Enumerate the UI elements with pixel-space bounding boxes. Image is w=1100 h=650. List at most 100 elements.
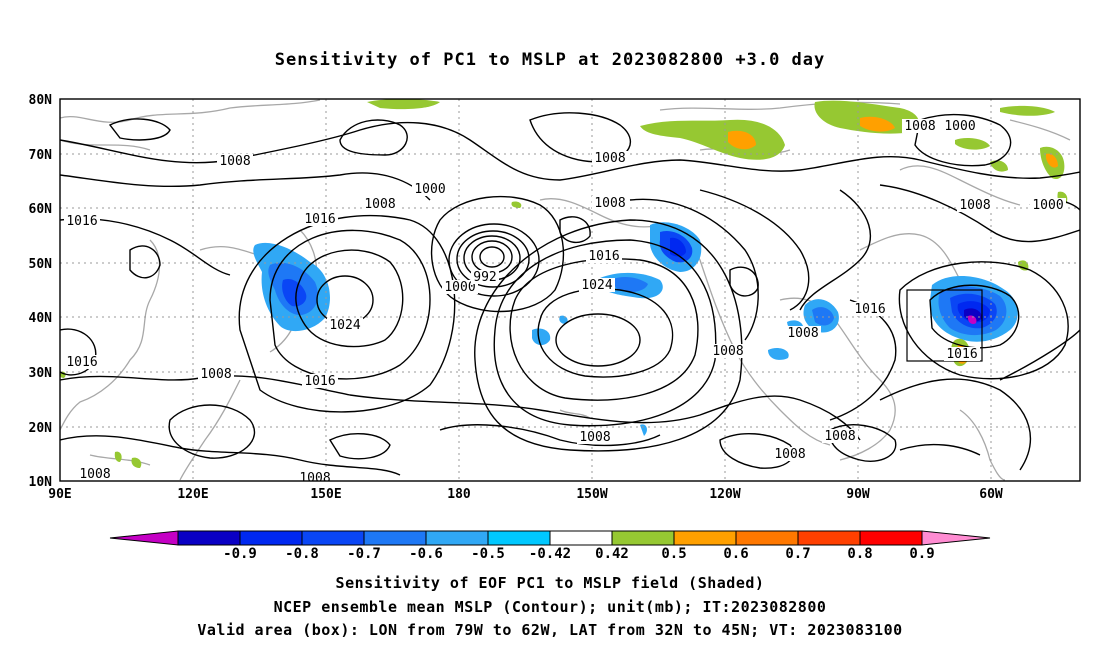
lat-tick-label: 20N (29, 421, 53, 436)
contour-label-bg (64, 355, 100, 369)
contour-label-bg (772, 447, 808, 461)
map-frame (59, 98, 1081, 482)
lon-tick-label: 120W (709, 487, 740, 502)
contour-label: 1008 (79, 467, 110, 482)
contour-label: 1008 (594, 196, 625, 211)
contour-label: 1016 (946, 347, 977, 362)
contour-label: 1008 (774, 447, 805, 462)
contour-label: 1016 (588, 249, 619, 264)
contour-label: 1016 (66, 355, 97, 370)
lon-tick-label: 60W (979, 487, 1003, 502)
contour-label: 1008 (787, 326, 818, 341)
contour-label: 1008 (824, 429, 855, 444)
contour-label-bg (362, 197, 398, 211)
lat-tick-label: 40N (29, 311, 53, 326)
contour-label: 1016 (66, 214, 97, 229)
contour-label: 1000 (414, 182, 445, 197)
colorbar-label: 0.42 (595, 546, 629, 562)
contour-label-bg (302, 374, 338, 388)
contour-label-bg (579, 278, 615, 292)
colorbar-label: -0.5 (471, 546, 505, 562)
contour-label-bg (710, 344, 746, 358)
colorbar-swatch (425, 530, 489, 546)
contour-label-bg (586, 249, 622, 263)
colorbar-swatch (177, 530, 241, 546)
contour-label: 992 (473, 270, 496, 285)
lon-tick-label: 90W (846, 487, 870, 502)
colorbar-swatch (611, 530, 675, 546)
lon-tick-label: 150W (576, 487, 607, 502)
contour-label-bg (77, 467, 113, 481)
contour-label: 1000 (1032, 198, 1063, 213)
colorbar-label: 0.9 (909, 546, 934, 562)
contour-label-bg (302, 212, 338, 226)
lon-tick-label: 180 (447, 487, 471, 502)
colorbar (109, 530, 991, 546)
contour-label: 1008 (299, 471, 330, 486)
colorbar-swatch (673, 530, 737, 546)
contour-label-bg (822, 429, 858, 443)
map-title: Sensitivity of PC1 to MSLP at 2023082800… (274, 50, 826, 70)
colorbar-swatch (301, 530, 365, 546)
colorbar-swatch (487, 530, 551, 546)
contour-label-bg (902, 119, 938, 133)
lat-tick-label: 80N (29, 93, 53, 108)
contour-label: 1000 (444, 280, 475, 295)
colorbar-labels: -0.9 -0.8 -0.7 -0.6 -0.5 -0.42 0.42 0.5 0.6 0.7 0.… (223, 546, 935, 562)
caption-line-2: NCEP ensemble mean MSLP (Contour); unit(… (273, 598, 827, 616)
contour-label-bg (327, 318, 363, 332)
caption-line-3: Valid area (box): LON from 79W to 62W, L… (197, 621, 903, 639)
colorbar-min-triangle (109, 530, 179, 546)
contour-label: 1008 (594, 151, 625, 166)
colorbar-max-triangle (921, 530, 991, 546)
contour-label: 1000 (944, 119, 975, 134)
contour-label-bg (442, 280, 478, 294)
map-plot-area: 1008 1000 1016 1008 1000 1008 1016 1016 1008 1000… (60, 99, 1080, 486)
contour-label: 1008 (904, 119, 935, 134)
lon-tick-label: 120E (177, 487, 208, 502)
contour-label-bg (297, 471, 333, 481)
contour-label-bg (957, 198, 993, 212)
contour-label: 1008 (200, 367, 231, 382)
contour-label-bg (217, 154, 253, 168)
colorbar-swatch (797, 530, 861, 546)
colorbar-swatch (549, 530, 613, 546)
colorbar-swatch (735, 530, 799, 546)
colorbar-label: -0.8 (285, 546, 319, 562)
colorbar-label: -0.7 (347, 546, 381, 562)
contour-label-bg (852, 302, 888, 316)
colorbar-label: -0.9 (223, 546, 257, 562)
lat-tick-label: 60N (29, 202, 53, 217)
contour-label: 1016 (304, 374, 335, 389)
contour-label: 1008 (959, 198, 990, 213)
contour-label: 1024 (581, 278, 612, 293)
contour-label: 1016 (304, 212, 335, 227)
contour-label-bg (785, 326, 821, 340)
contour-label-bg (471, 270, 499, 284)
contour-labels: 1008 1000 1016 1008 1000 1008 1016 1016 1008 1000… (64, 119, 1066, 486)
lon-axis: 90E 120E 150E 180 150W 120W 90W 60W (48, 487, 1003, 502)
contour-label-bg (1030, 198, 1066, 212)
lon-tick-label: 150E (310, 487, 341, 502)
contour-label-bg (577, 430, 613, 444)
colorbar-label: 0.5 (661, 546, 686, 562)
contour-label-bg (944, 347, 980, 361)
colorbar-swatch (363, 530, 427, 546)
colorbar-label: 0.7 (785, 546, 810, 562)
lat-tick-label: 70N (29, 148, 53, 163)
contour-label: 1008 (219, 154, 250, 169)
contour-label: 1008 (364, 197, 395, 212)
lat-axis: 80N 70N 60N 50N 40N 30N 20N 10N (29, 93, 53, 490)
colorbar-swatch (239, 530, 303, 546)
contour-label-bg (942, 119, 978, 133)
lat-tick-label: 10N (29, 475, 53, 490)
caption-line-1: Sensitivity of EOF PC1 to MSLP field (Sh… (335, 574, 765, 592)
lat-tick-label: 30N (29, 366, 53, 381)
colorbar-label: -0.6 (409, 546, 443, 562)
contour-label: 1016 (854, 302, 885, 317)
colorbar-label: -0.42 (529, 546, 571, 562)
contour-label: 1008 (712, 344, 743, 359)
colorbar-swatch (859, 530, 923, 546)
lon-tick-label: 90E (48, 487, 71, 502)
